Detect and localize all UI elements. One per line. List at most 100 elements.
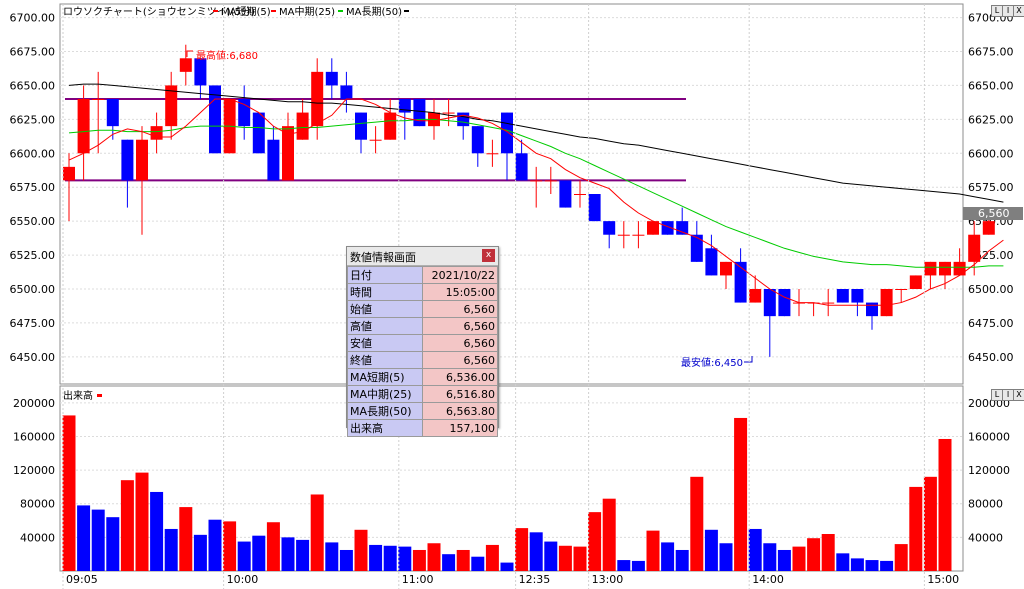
volume-bar[interactable] <box>719 543 733 571</box>
candle-body[interactable] <box>822 302 835 304</box>
volume-bar[interactable] <box>252 535 266 571</box>
candle-body[interactable] <box>282 126 294 181</box>
candle-body[interactable] <box>617 234 630 236</box>
candle-body[interactable] <box>836 289 849 303</box>
info-window-titlebar[interactable]: 数値情報画面 x <box>347 247 498 266</box>
candle-body[interactable] <box>413 99 426 127</box>
volume-bar[interactable] <box>850 558 864 571</box>
volume-bar[interactable] <box>91 509 105 571</box>
candle-body[interactable] <box>851 289 864 303</box>
volume-bar[interactable] <box>602 498 616 571</box>
candle-body[interactable] <box>939 261 951 276</box>
volume-bar[interactable] <box>763 543 777 571</box>
candle-body[interactable] <box>179 58 192 72</box>
candle-body[interactable] <box>296 112 309 140</box>
volume-bar[interactable] <box>792 546 806 571</box>
volume-bar[interactable] <box>631 560 645 571</box>
candle-body[interactable] <box>705 248 718 276</box>
volume-bar[interactable] <box>734 417 748 571</box>
info-window[interactable]: 数値情報画面 x 日付 2021/10/22 時間 15:05:00 始値 6,560 高値… <box>346 246 499 437</box>
candle-body[interactable] <box>763 289 776 317</box>
volume-bar[interactable] <box>485 544 499 571</box>
candle-body[interactable] <box>661 221 674 235</box>
volume-bar[interactable] <box>690 476 704 571</box>
candle-body[interactable] <box>588 194 601 222</box>
candle-body[interactable] <box>355 112 367 140</box>
volume-bar[interactable] <box>412 549 426 571</box>
candle-body[interactable] <box>106 99 119 127</box>
volume-bar[interactable] <box>588 512 602 571</box>
candle-body[interactable] <box>953 261 966 276</box>
candle-body[interactable] <box>968 234 981 262</box>
candle-body[interactable] <box>267 139 280 181</box>
volume-bar[interactable] <box>296 539 310 571</box>
volume-bar[interactable] <box>120 480 134 571</box>
volume-bar[interactable] <box>865 560 879 571</box>
volume-bar[interactable] <box>135 472 149 571</box>
candle-body[interactable] <box>384 112 397 140</box>
volume-bar[interactable] <box>748 528 762 571</box>
candle-body[interactable] <box>603 221 616 235</box>
volume-bar[interactable] <box>164 528 178 571</box>
volume-bar[interactable] <box>106 517 120 571</box>
volume-bar[interactable] <box>777 549 791 571</box>
volume-bar[interactable] <box>821 534 835 571</box>
volume-bar[interactable] <box>237 541 251 571</box>
volume-bar[interactable] <box>427 543 441 571</box>
volume-bar[interactable] <box>500 562 514 571</box>
candle-body[interactable] <box>982 221 995 235</box>
window-close-button[interactable]: X <box>1013 5 1024 17</box>
volume-bar[interactable] <box>529 532 543 571</box>
candle-body[interactable] <box>369 139 382 141</box>
volume-bar[interactable] <box>325 542 339 571</box>
candle-body[interactable] <box>92 99 105 100</box>
candle-body[interactable] <box>559 180 572 208</box>
volume-bar[interactable] <box>515 528 529 571</box>
candle-body[interactable] <box>544 180 557 182</box>
candle-body[interactable] <box>720 261 732 276</box>
volume-bar[interactable] <box>310 494 324 571</box>
candle-body[interactable] <box>165 85 178 127</box>
volume-bar[interactable] <box>208 519 222 571</box>
candle-body[interactable] <box>325 71 338 86</box>
candle-body[interactable] <box>77 99 90 154</box>
candle-body[interactable] <box>501 112 513 154</box>
volume-bar[interactable] <box>675 549 689 571</box>
candle-body[interactable] <box>340 85 353 99</box>
volume-bar[interactable] <box>150 491 164 571</box>
volume-bar[interactable] <box>894 544 908 571</box>
candle-body[interactable] <box>311 71 324 127</box>
candle-body[interactable] <box>895 289 908 290</box>
volume-bar[interactable] <box>442 554 456 571</box>
volume-bar[interactable] <box>193 534 207 571</box>
candle-body[interactable] <box>866 302 878 317</box>
info-window-close-button[interactable]: x <box>482 249 495 262</box>
candle-body[interactable] <box>515 153 528 181</box>
candle-body[interactable] <box>647 221 659 235</box>
candle-body[interactable] <box>778 289 791 317</box>
volume-bar[interactable] <box>880 560 894 571</box>
candle-body[interactable] <box>924 261 937 276</box>
volume-bar[interactable] <box>909 486 923 571</box>
candle-body[interactable] <box>574 194 586 195</box>
candle-body[interactable] <box>749 289 762 303</box>
volume-bar[interactable] <box>456 549 470 571</box>
volume-bar[interactable] <box>836 553 850 571</box>
candle-body[interactable] <box>486 153 499 155</box>
volume-bar[interactable] <box>573 546 587 571</box>
volume-bar[interactable] <box>704 529 718 571</box>
price-pane[interactable] <box>59 3 964 385</box>
volume-bar[interactable] <box>266 522 280 571</box>
volume-bar[interactable] <box>223 521 237 571</box>
candle-body[interactable] <box>690 234 703 262</box>
volume-bar[interactable] <box>339 549 353 571</box>
candle-body[interactable] <box>632 234 645 236</box>
volume-bar[interactable] <box>807 538 821 571</box>
candle-body[interactable] <box>457 112 470 127</box>
volume-bar[interactable] <box>544 541 558 571</box>
volume-bar[interactable] <box>369 544 383 571</box>
volume-bar[interactable] <box>179 507 193 571</box>
candle-body[interactable] <box>136 139 148 181</box>
candle-body[interactable] <box>734 261 747 303</box>
